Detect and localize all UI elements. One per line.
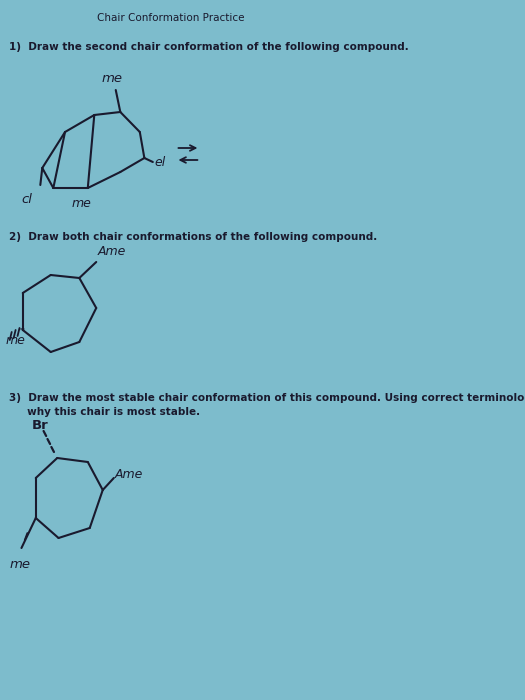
Text: me: me: [71, 197, 91, 210]
Text: Ame: Ame: [98, 245, 126, 258]
Text: Ame: Ame: [115, 468, 143, 482]
Text: cl: cl: [22, 193, 33, 206]
Text: me: me: [101, 72, 122, 85]
Text: "": "": [18, 328, 25, 337]
Text: Chair Conformation Practice: Chair Conformation Practice: [97, 13, 244, 23]
Text: el: el: [154, 155, 165, 169]
Text: why this chair is most stable.: why this chair is most stable.: [9, 407, 200, 417]
Text: me: me: [9, 558, 30, 571]
Text: me: me: [5, 333, 25, 346]
Text: 2)  Draw both chair conformations of the following compound.: 2) Draw both chair conformations of the …: [9, 232, 377, 242]
Text: 3)  Draw the most stable chair conformation of this compound. Using correct term: 3) Draw the most stable chair conformati…: [9, 393, 525, 403]
Text: 1)  Draw the second chair conformation of the following compound.: 1) Draw the second chair conformation of…: [9, 42, 409, 52]
Text: Br: Br: [32, 419, 49, 432]
